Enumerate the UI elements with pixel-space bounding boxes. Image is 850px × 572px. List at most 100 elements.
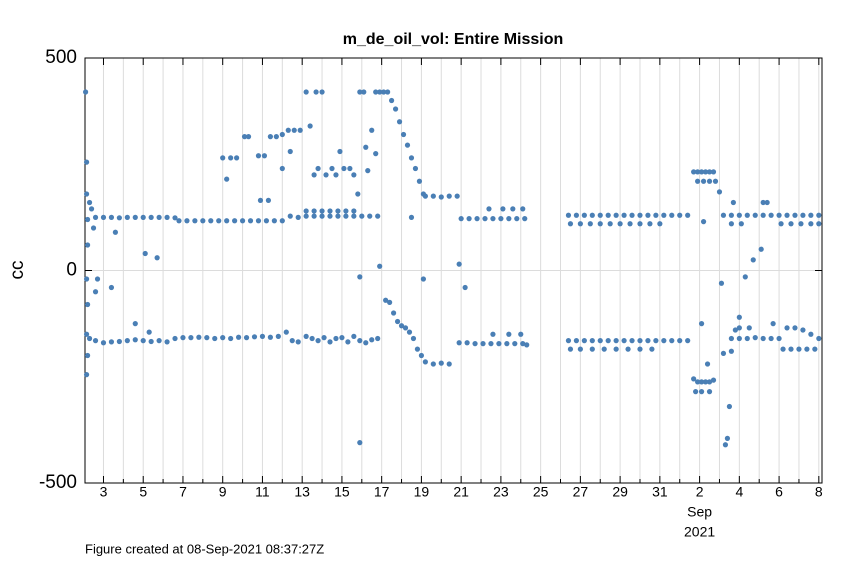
point <box>228 335 234 342</box>
point <box>788 346 794 352</box>
point <box>567 221 574 227</box>
point <box>116 215 122 221</box>
point <box>359 213 365 219</box>
point <box>506 216 512 222</box>
point <box>261 153 268 159</box>
point <box>392 106 399 112</box>
point <box>327 208 333 214</box>
point <box>446 193 452 199</box>
point <box>720 212 727 218</box>
point <box>613 346 619 352</box>
point <box>627 221 633 227</box>
point <box>94 276 101 282</box>
point <box>265 197 272 203</box>
point <box>84 242 91 248</box>
point <box>695 178 701 184</box>
point <box>108 214 115 220</box>
point <box>816 221 822 227</box>
point <box>685 212 691 218</box>
point <box>311 213 317 219</box>
point <box>363 144 369 150</box>
point <box>710 377 717 383</box>
point <box>271 218 277 224</box>
point <box>637 338 643 344</box>
point <box>722 442 729 448</box>
point <box>132 214 138 220</box>
x-tick-label: 25 <box>533 484 549 500</box>
x-tick-label: 29 <box>612 484 628 500</box>
point <box>321 335 327 341</box>
y-tick-label: 500 <box>45 47 77 68</box>
x-tick-label: 7 <box>179 484 187 500</box>
point <box>357 338 363 344</box>
point <box>645 212 651 218</box>
point <box>524 342 530 348</box>
x-tick-label: 5 <box>139 484 147 500</box>
point <box>124 214 130 220</box>
point <box>438 194 444 200</box>
point <box>728 212 734 218</box>
x-tick-label: 11 <box>255 484 270 500</box>
point <box>357 274 363 280</box>
point <box>669 338 675 344</box>
point <box>462 284 468 291</box>
point <box>490 216 496 222</box>
point <box>567 346 574 352</box>
point <box>698 321 705 327</box>
point <box>597 338 603 344</box>
point <box>808 212 814 218</box>
point <box>691 169 697 175</box>
point <box>490 331 496 337</box>
point <box>369 127 375 133</box>
point <box>601 346 607 352</box>
point <box>422 359 428 365</box>
point <box>132 321 138 327</box>
point <box>335 208 341 214</box>
point <box>365 168 371 174</box>
point <box>788 221 794 227</box>
point <box>327 213 333 219</box>
point <box>235 334 242 340</box>
point <box>629 212 635 218</box>
point <box>385 89 391 95</box>
point <box>784 325 790 331</box>
point <box>375 213 381 219</box>
point <box>333 172 339 178</box>
point <box>351 333 357 339</box>
point <box>764 199 770 206</box>
point <box>243 335 250 341</box>
point <box>297 127 303 133</box>
point <box>148 338 154 345</box>
point <box>309 335 315 342</box>
point <box>573 338 579 344</box>
point <box>404 142 411 148</box>
point <box>792 325 798 331</box>
point <box>728 221 734 227</box>
point <box>522 216 528 222</box>
point <box>808 221 814 227</box>
point <box>283 329 289 335</box>
point <box>279 165 285 172</box>
point <box>726 403 733 410</box>
y-tick-label: -500 <box>39 472 77 493</box>
point <box>307 123 313 129</box>
point <box>154 255 160 261</box>
point <box>792 212 798 218</box>
point <box>418 352 425 359</box>
point <box>589 338 595 344</box>
point <box>196 334 202 340</box>
point <box>84 352 91 359</box>
point <box>188 335 194 341</box>
point <box>251 334 258 340</box>
point <box>587 221 593 227</box>
point <box>357 89 363 95</box>
point <box>677 212 683 218</box>
point <box>319 208 325 214</box>
point <box>466 216 472 222</box>
point <box>744 212 750 218</box>
point <box>319 213 325 219</box>
point <box>343 213 349 219</box>
point <box>718 280 725 286</box>
point <box>408 155 415 161</box>
point <box>486 206 492 212</box>
